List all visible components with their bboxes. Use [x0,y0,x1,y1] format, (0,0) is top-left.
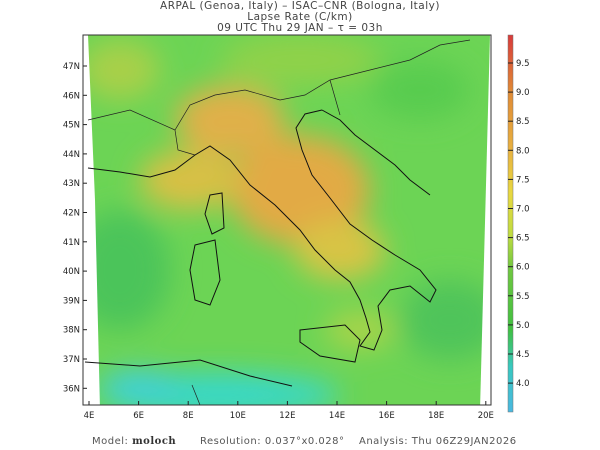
longitude-label: 6E [133,411,144,421]
colorbar-tick-label: 9.5 [516,59,530,69]
latitude-label: 43N [63,179,80,189]
model-name: moloch [132,436,177,447]
colorbar-tick-label: 4.0 [516,379,530,389]
borders [87,39,471,405]
colorbar-tick-label: 9.0 [516,88,530,98]
longitude-label: 16E [379,411,395,421]
colorbar-tick-label: 8.0 [516,146,530,156]
latitude-label: 41N [63,238,80,248]
colorbar-tick-label: 5.0 [516,321,530,331]
latitude-label: 39N [63,296,80,306]
latitude-label: 42N [63,209,80,219]
latitude-label: 46N [63,91,80,101]
longitude-label: 18E [428,411,444,421]
latitude-label: 40N [63,267,80,277]
longitude-labels: 4E 6E 8E 10E 12E 14E 16E 18E 20E [84,401,494,421]
longitude-label: 8E [183,411,194,421]
colorbar-tick-label: 5.5 [516,292,530,302]
latitude-label: 45N [63,121,80,131]
latitude-label: 47N [63,62,80,72]
colorbar-tick-label: 8.5 [516,117,530,127]
colorbar-tick-label: 6.0 [516,263,530,273]
latitude-label: 44N [63,150,80,160]
colorbar-ticks: 9.5 9.0 8.5 8.0 7.5 7.0 6.5 6.0 5.5 5.0 4.5 4.0 [508,59,530,389]
longitude-label: 12E [279,411,295,421]
longitude-label: 14E [329,411,345,421]
footer-resolution: Resolution: 0.037°x0.028° [200,436,345,447]
latitude-label: 37N [63,355,80,365]
colorbar [507,34,514,413]
header-validity-time: 09 UTC Thu 29 JAN – τ = 03h [217,22,383,34]
longitude-label: 20E [478,411,494,421]
latitude-labels: 47N 46N 45N 44N 43N 42N 41N 40N 39N 38N 37N 36N [63,62,87,394]
colorbar-tick-label: 4.5 [516,350,530,360]
header-institutions: ARPAL (Genoa, Italy) – ISAC–CNR (Bologna… [160,0,440,12]
coastlines [84,109,437,387]
latitude-label: 36N [63,384,80,394]
header-variable: Lapse Rate (C/km) [247,11,353,23]
colorbar-tick-label: 7.0 [516,205,530,215]
field-layer [83,35,491,405]
longitude-label: 10E [230,411,246,421]
latitude-label: 38N [63,326,80,336]
footer-model: Model: moloch [92,436,177,447]
colorbar-tick-label: 6.5 [516,234,530,244]
longitude-label: 4E [84,411,95,421]
colorbar-tick-label: 7.5 [516,175,530,185]
footer-analysis: Analysis: Thu 06Z29JAN2026 [359,436,517,447]
